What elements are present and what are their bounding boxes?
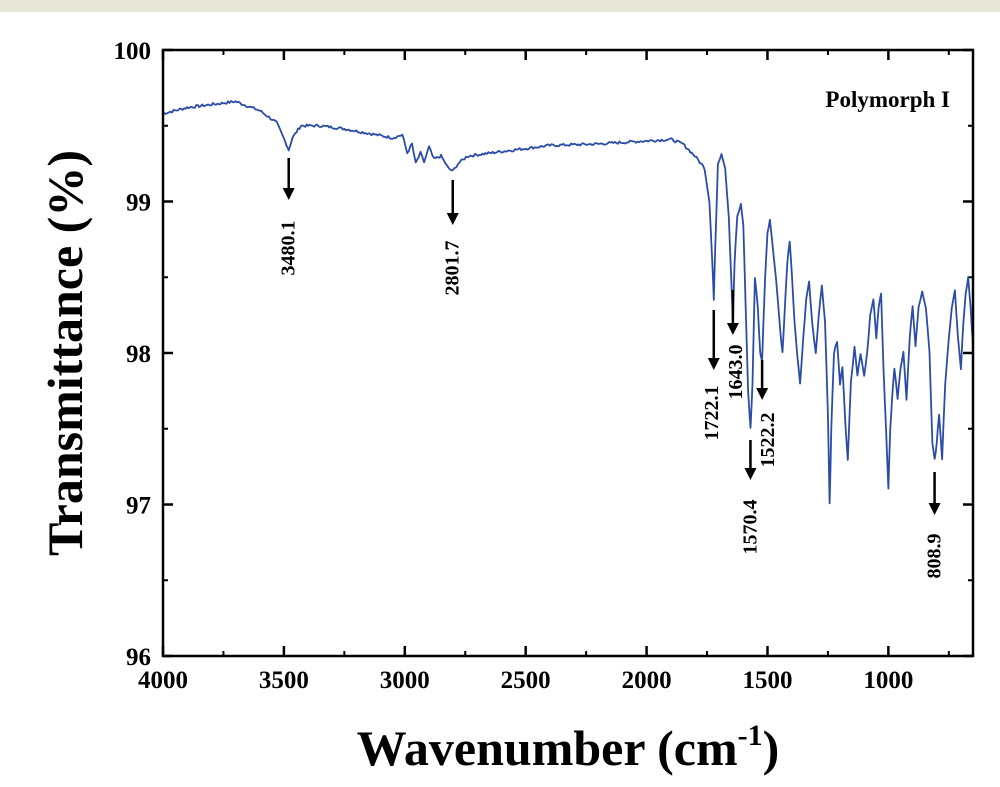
series-line-0: [162, 100, 974, 505]
peak-label: 1570.4: [739, 500, 761, 555]
peak-arrow-head: [726, 323, 739, 335]
peak-label: 808.9: [924, 534, 946, 579]
x-tick-label: 2000: [622, 667, 672, 694]
legend-label: Polymorph I: [825, 87, 950, 112]
peak-arrow-head: [756, 388, 769, 400]
y-tick-label: 98: [126, 341, 151, 368]
y-tick-label: 97: [126, 493, 151, 520]
peak-arrow-head: [282, 188, 295, 200]
series-layer: [162, 100, 974, 505]
peak-arrow-head: [446, 213, 459, 225]
x-tick-label: 1500: [742, 667, 792, 694]
x-axis-title-main: Wavenumber (cm: [357, 720, 738, 776]
top-band: [0, 0, 1000, 12]
x-tick-label: 2500: [501, 667, 551, 694]
x-tick-label: 3000: [380, 667, 430, 694]
peak-label: 3480.1: [278, 221, 300, 276]
peak-label: 1722.1: [701, 386, 723, 441]
y-tick-label: 99: [126, 190, 151, 217]
x-tick-label: 1000: [863, 667, 913, 694]
peak-arrow-head: [707, 358, 720, 370]
plot-frame: [161, 48, 975, 658]
y-tick-label: 100: [114, 38, 152, 65]
peak-arrow-head: [744, 468, 757, 480]
x-axis-title: Wavenumber (cm-1): [357, 719, 780, 776]
x-tick-label: 3500: [259, 667, 309, 694]
x-axis-title-close: ): [763, 720, 780, 776]
tick-layer: 4000 3500 3000 2500 2000 1500 1000 96 97 98 99 100: [114, 38, 973, 694]
x-tick-label: 4000: [138, 667, 188, 694]
peak-label: 2801.7: [442, 241, 464, 296]
peak-arrow-head: [928, 503, 941, 515]
peak-label: 1643.0: [725, 345, 747, 400]
peak-label: 1522.2: [757, 413, 779, 468]
x-axis-title-superscript: -1: [738, 719, 763, 752]
y-tick-label: 96: [126, 644, 151, 671]
y-axis-title: Transmittance (%): [37, 150, 93, 556]
